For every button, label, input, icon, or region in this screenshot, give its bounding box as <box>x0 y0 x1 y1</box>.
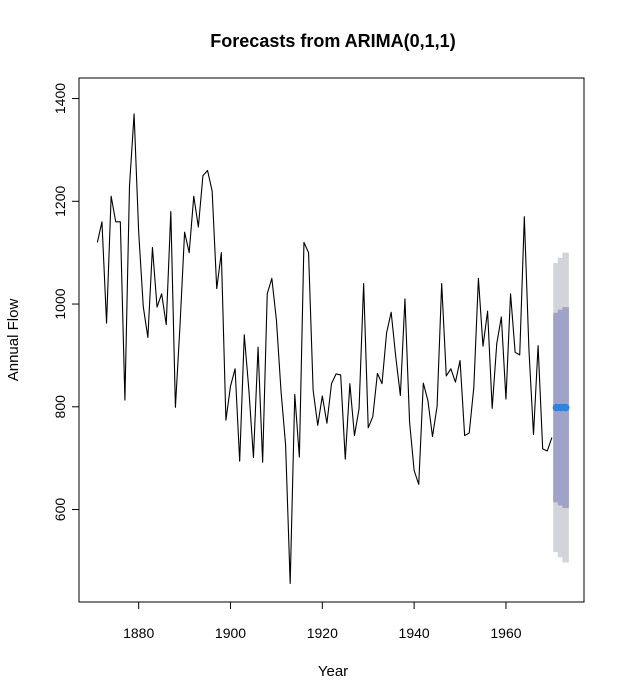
x-tick-label: 1960 <box>490 625 521 641</box>
point-forecast-marker <box>561 403 570 412</box>
x-tick-label: 1880 <box>123 625 154 641</box>
x-tick-label: 1940 <box>399 625 430 641</box>
x-axis-label: Year <box>318 663 348 680</box>
series-line-layer <box>96 113 553 585</box>
y-tick-label: 1000 <box>52 288 68 319</box>
point-forecast-layer <box>552 403 570 412</box>
series-line <box>96 113 553 585</box>
chart-title: Forecasts from ARIMA(0,1,1) <box>210 31 455 51</box>
x-tick-label: 1900 <box>215 625 246 641</box>
y-tick-label: 600 <box>52 498 68 522</box>
x-tick-label: 1920 <box>307 625 338 641</box>
y-tick-label: 1400 <box>52 83 68 114</box>
y-axis: 600 800 1000 1200 1400 <box>52 83 80 522</box>
y-tick-label: 1200 <box>52 186 68 217</box>
y-tick-label: 800 <box>52 395 68 419</box>
x-axis: 1880 1900 1920 1940 1960 <box>123 601 522 641</box>
y-axis-label: Annual Flow <box>5 299 22 382</box>
